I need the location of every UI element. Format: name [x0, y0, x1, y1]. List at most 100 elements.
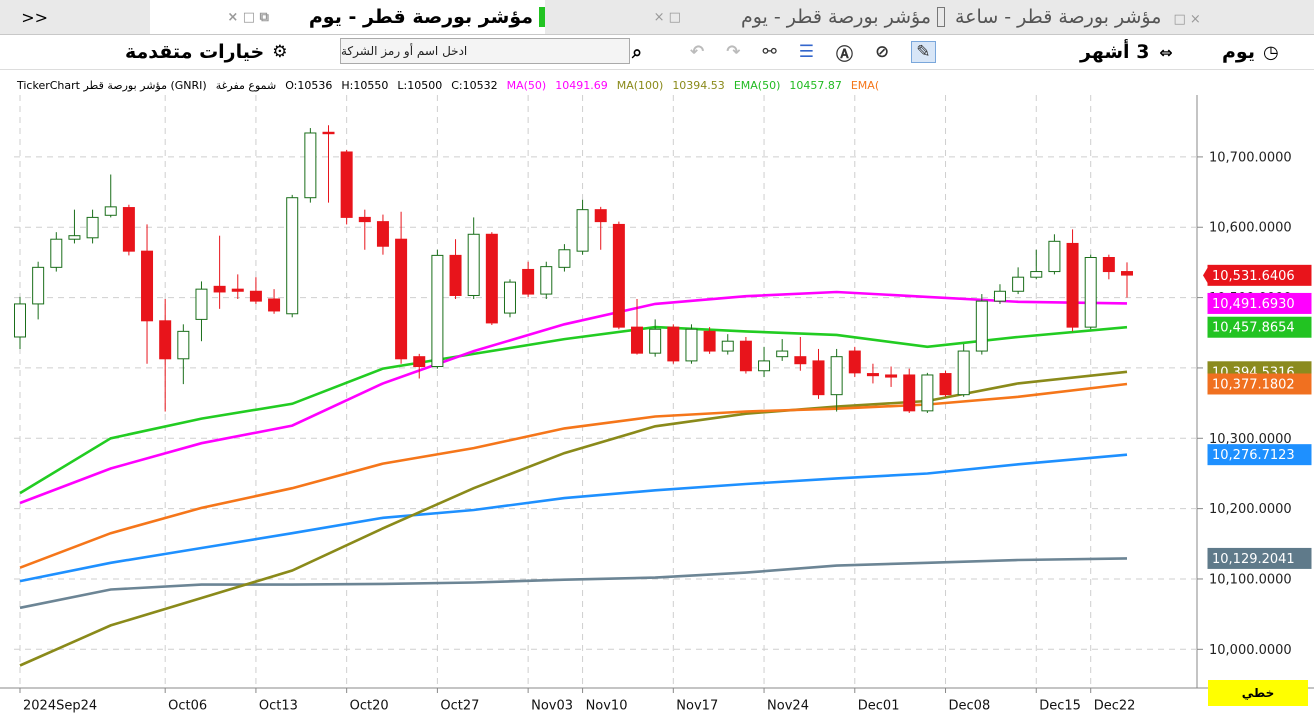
candle-body	[231, 288, 244, 292]
collapse-tabs[interactable]: <<	[21, 7, 48, 27]
x-tick-label: Oct27	[440, 699, 479, 714]
tab-title: مؤشر بورصة قطر - يوم	[740, 6, 931, 28]
indicators[interactable]: ☰	[798, 42, 814, 62]
draw-tool[interactable]: ✎	[911, 41, 936, 63]
badge-box	[1207, 444, 1312, 466]
x-tick-label: Oct13	[259, 699, 298, 714]
indicator-line	[19, 453, 1128, 583]
info-item: EMA(	[850, 79, 880, 92]
x-tick-label: 2024Sep24	[23, 699, 97, 714]
badge-label: 10,276.7123	[1212, 448, 1295, 463]
oscillator[interactable]: ⊘	[875, 42, 890, 62]
candle-body	[322, 131, 335, 135]
candle-body	[685, 328, 698, 362]
x-tick-label: Dec15	[1039, 699, 1081, 714]
candle-body	[921, 374, 934, 412]
tab[interactable]: × □ مؤشر بورصة قطر - ساعة	[955, 0, 1314, 34]
y-tick-label: 10,100.0000	[1209, 572, 1292, 587]
info-item: C:10532	[451, 79, 498, 92]
tab-controls[interactable]: × □ ⧉	[227, 9, 269, 25]
candle-body	[1121, 271, 1133, 276]
info-item: TickerChart مؤشر بورصة قطر (GNRI)	[17, 79, 207, 92]
range-icon: ⇔	[1159, 42, 1173, 62]
badge-label: 10,457.8654	[1212, 321, 1295, 336]
undo[interactable]: ↶	[690, 42, 705, 62]
candle-body	[739, 340, 752, 372]
info-item: 10491.69	[555, 79, 608, 92]
x-tick-label: Oct06	[168, 699, 207, 714]
candle-body	[286, 197, 299, 315]
compare[interactable]: ⚯	[762, 42, 777, 62]
candle-body	[395, 238, 408, 360]
tab-controls[interactable]: × □	[1173, 12, 1201, 27]
candle-body	[649, 328, 662, 354]
candle-body	[68, 235, 81, 240]
tab[interactable]: مؤشر بورصة قطر - يوم × □ ⧉	[150, 0, 545, 34]
tab-title: مؤشر بورصة قطر - يوم	[308, 6, 533, 28]
candle-body	[1066, 242, 1079, 328]
candle-body	[594, 209, 607, 223]
candle-body	[195, 288, 208, 320]
candle-body	[631, 326, 644, 354]
info-item: شموع مفرغة	[215, 79, 277, 92]
candle-body	[50, 238, 63, 268]
candle-body	[449, 254, 462, 296]
badge-box	[1207, 292, 1312, 314]
candle-body	[975, 300, 988, 352]
gear-icon: ⚙	[272, 42, 288, 62]
interval: يوم	[1222, 41, 1255, 63]
plot-area	[0, 95, 1197, 688]
candle-body	[122, 207, 135, 252]
candle-body	[812, 360, 825, 396]
chart-style-button[interactable]: خطي	[1208, 680, 1308, 706]
candle-body	[866, 373, 879, 377]
candle-body	[612, 223, 625, 328]
tool-icons: ↶ ↷ ⚯ ☰ Ⓐ ⊘ ✎	[690, 35, 936, 69]
search-button[interactable]: ⌕	[632, 41, 643, 63]
x-tick-label: Nov03	[531, 699, 573, 714]
candle-body	[576, 209, 589, 252]
auto[interactable]: Ⓐ	[836, 44, 853, 65]
symbol-search[interactable]: ادخل اسم أو رمز الشركة	[340, 38, 630, 64]
candle-body	[304, 132, 317, 199]
candle-body	[358, 216, 371, 223]
interval-button[interactable]: ◷ يوم	[1222, 35, 1279, 69]
candle-body	[776, 350, 789, 358]
candle-body	[159, 320, 172, 360]
clock-icon: ◷	[1262, 41, 1279, 63]
indicator-line	[19, 325, 1128, 495]
x-tick-label: Nov24	[767, 699, 809, 714]
candle-body	[177, 330, 190, 360]
period: 3 أشهر	[1080, 41, 1150, 63]
tab-marker	[937, 7, 945, 27]
candle-body	[993, 290, 1006, 302]
badge-label: 10,129.2041	[1212, 552, 1295, 567]
candle-body	[32, 266, 45, 305]
candle-body	[413, 356, 426, 368]
candle-body	[485, 233, 498, 324]
x-tick-label: Dec08	[949, 699, 991, 714]
y-tick-label: 10,300.0000	[1209, 432, 1292, 447]
price-badge: 10,531.6406	[1203, 264, 1312, 286]
advanced-options[interactable]: ⚙ خيارات متقدمة	[125, 35, 287, 69]
period-button[interactable]: ⇔ 3 أشهر	[1080, 35, 1173, 69]
indicator-line	[19, 290, 1128, 505]
x-tick-label: Nov10	[586, 699, 628, 714]
tab-controls[interactable]: × □	[653, 9, 681, 25]
candle-body	[104, 206, 117, 216]
candle-body	[794, 356, 807, 365]
candle-body	[86, 216, 99, 239]
candle-body	[1048, 240, 1061, 273]
price-badge: 10,129.2041	[1207, 547, 1312, 569]
candle-body	[503, 281, 516, 314]
candle-body	[848, 350, 861, 374]
tab[interactable]: مؤشر بورصة قطر - يوم × □	[555, 0, 945, 34]
info-item: O:10536	[285, 79, 333, 92]
candle-body	[431, 254, 444, 368]
candle-body	[558, 249, 571, 268]
tab-title-wrap: × □ مؤشر بورصة قطر - ساعة	[955, 6, 1314, 28]
candle-body	[249, 290, 262, 302]
candle-body	[14, 303, 26, 338]
redo[interactable]: ↷	[726, 42, 741, 62]
